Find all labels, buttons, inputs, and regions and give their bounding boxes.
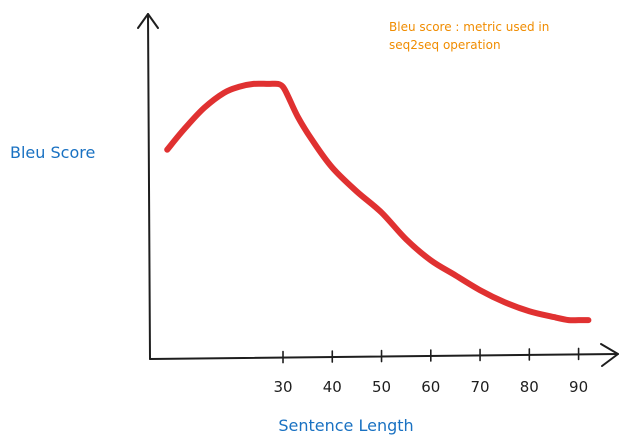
x-tick-label: 90: [569, 378, 588, 396]
x-axis-label: Sentence Length: [278, 416, 413, 435]
x-axis-line: [149, 353, 619, 360]
annotation-line-1: Bleu score : metric used in: [389, 20, 549, 34]
x-tick-label: 50: [372, 378, 391, 396]
x-ticks: 30 40 50 60 70 80 90: [273, 347, 588, 396]
x-tick-label: 40: [323, 378, 342, 396]
x-axis-arrowhead: [600, 343, 619, 367]
series-group: [164, 80, 592, 324]
y-axis-arrowhead: [137, 13, 159, 29]
axes: [137, 13, 619, 367]
series-line-0: [164, 80, 592, 324]
x-tick-label: 30: [273, 378, 292, 396]
annotation-line-2: seq2seq operation: [389, 38, 501, 52]
x-tick-label: 70: [471, 378, 490, 396]
x-tick-label: 60: [421, 378, 440, 396]
x-tick-label: 80: [520, 378, 539, 396]
y-axis-line: [147, 13, 151, 360]
y-axis-label: Bleu Score: [10, 143, 95, 162]
